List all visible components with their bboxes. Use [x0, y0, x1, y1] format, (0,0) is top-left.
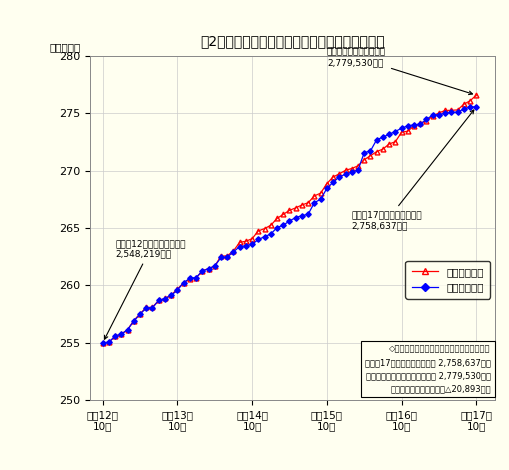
Text: 【平成17年国勢調査結果】
2,758,637世帯: 【平成17年国勢調査結果】 2,758,637世帯 [351, 110, 473, 230]
Text: 【人口動向調査推計値】
2,779,530世帯: 【人口動向調査推計値】 2,779,530世帯 [326, 47, 471, 94]
Text: ◇国勢調査結果と人口動向調査推計値との差
　平成17年国勢調査結果　　 2,758,637世帯
－）　人口動向調査推計値　　 2,779,530世帯
　　　　　: ◇国勢調査結果と人口動向調査推計値との差 平成17年国勢調査結果 2,758,6… [364, 345, 490, 393]
Text: 【平成12年国勢調査結果】
2,548,219世帯: 【平成12年国勢調査結果】 2,548,219世帯 [104, 239, 185, 339]
Legend: 改定前世帯数, 改定後世帯数: 改定前世帯数, 改定後世帯数 [405, 261, 489, 298]
Title: 図2　国勢調査結果に基づく世帯数の改定（県）: 図2 国勢調査結果に基づく世帯数の改定（県） [200, 34, 384, 48]
Text: （万世帯）: （万世帯） [50, 42, 81, 53]
